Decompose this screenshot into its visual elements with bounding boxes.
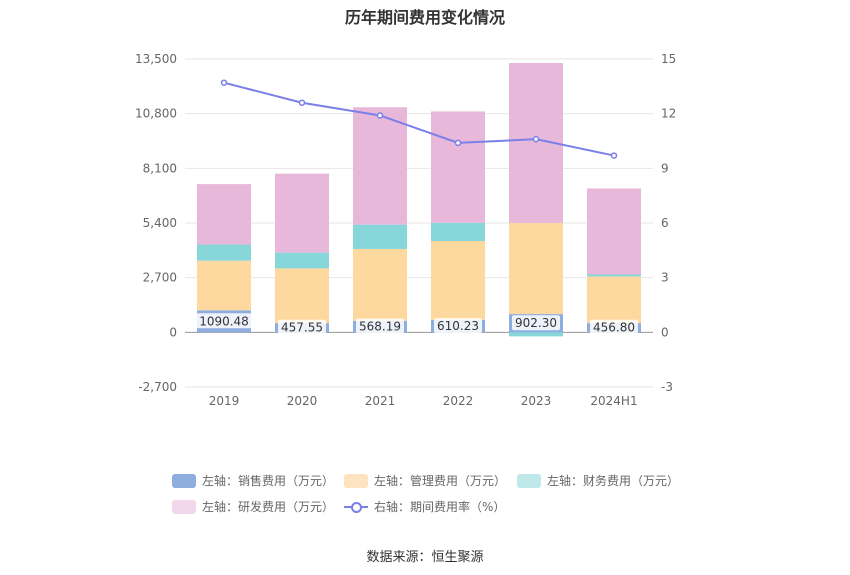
bar-rd: [197, 184, 251, 245]
legend-swatch-rd: [172, 499, 196, 514]
y-left-tick-label: 2,700: [143, 271, 177, 285]
y-right-tick-label: -3: [661, 380, 673, 394]
chart-title: 历年期间费用变化情况: [344, 8, 505, 27]
legend-label-sales: 左轴：销售费用（万元）: [202, 474, 335, 488]
bar-rd: [353, 107, 407, 225]
bar-rd: [587, 188, 641, 275]
source-note: 数据来源：恒生聚源: [366, 550, 484, 565]
bar-rd: [431, 111, 485, 223]
bar-rd: [275, 173, 329, 253]
bar-finance: [275, 252, 329, 269]
data-label-bg: [512, 315, 560, 331]
line-rate-point: [532, 135, 540, 143]
data-label-bg: [196, 313, 252, 329]
y-left-tick-label: -2,700: [138, 380, 177, 394]
y-left-tick-label: 5,400: [143, 216, 177, 230]
bar-admin: [431, 241, 485, 320]
data-label-sales: 456.80: [593, 321, 635, 335]
bar-finance: [197, 244, 251, 261]
bar-finance: [509, 332, 563, 337]
bar-admin: [275, 268, 329, 324]
data-label-sales: 457.55: [281, 321, 323, 335]
line-rate-point: [610, 152, 618, 159]
legend-swatch-admin: [344, 473, 368, 488]
x-tick-label: 2021: [365, 394, 396, 408]
y-right-tick-label: 3: [661, 271, 669, 285]
data-label-sales: 610.23: [437, 319, 479, 333]
line-rate-point: [220, 79, 228, 86]
y-right-tick-label: 9: [661, 161, 669, 175]
legend-line-rate-icon: [344, 500, 368, 514]
bar-finance: [431, 222, 485, 242]
y-left-tick-label: 0: [169, 325, 177, 339]
y-right-tick-label: 12: [661, 107, 676, 121]
data-label-bg: [356, 318, 404, 334]
legend-label-admin: 左轴：管理费用（万元）: [374, 474, 507, 488]
data-label-sales: 902.30: [515, 316, 557, 330]
x-tick-label: 2024H1: [590, 394, 637, 408]
legend-swatch-sales: [172, 473, 196, 488]
line-rate-point: [298, 99, 306, 106]
y-left-tick-label: 8,100: [143, 161, 177, 175]
x-tick-label: 2020: [287, 394, 318, 408]
legend-item-finance[interactable]: 左轴：财务费用（万元）: [517, 472, 679, 489]
y-right-tick-label: 0: [661, 325, 669, 339]
data-label-bg: [278, 319, 326, 335]
bar-admin: [197, 260, 251, 311]
y-left-tick-label: 10,800: [135, 107, 177, 121]
legend-item-rd[interactable]: 左轴：研发费用（万元）: [172, 498, 334, 515]
legend-label-rd: 左轴：研发费用（万元）: [202, 500, 335, 514]
line-rate: [223, 81, 615, 157]
legend-label-finance: 左轴：财务费用（万元）: [547, 474, 680, 488]
legend-item-rate[interactable]: 右轴：期间费用率（%）: [344, 498, 505, 515]
line-rate-point: [376, 112, 384, 119]
bar-admin: [509, 222, 563, 315]
legend-item-sales[interactable]: 左轴：销售费用（万元）: [172, 472, 334, 489]
data-label-sales: 568.19: [359, 320, 401, 334]
y-right-tick-label: 6: [661, 216, 669, 230]
x-tick-label: 2019: [209, 394, 240, 408]
y-left-tick-label: 13,500: [135, 52, 177, 66]
legend-label-rate: 右轴：期间费用率（%）: [374, 500, 506, 514]
legend-swatch-finance: [517, 473, 541, 488]
bar-admin: [353, 248, 407, 321]
legend-item-admin[interactable]: 左轴：管理费用（万元）: [344, 472, 506, 489]
data-label-bg: [590, 319, 638, 335]
bar-admin: [587, 276, 641, 324]
bar-finance: [353, 224, 407, 249]
x-tick-label: 2022: [443, 394, 474, 408]
chart: 13,500 10,800 8,100 5,400 2,700 0 -2,700 15 12 9 6…: [135, 52, 676, 408]
x-tick-label: 2023: [521, 394, 552, 408]
line-rate-point: [454, 139, 462, 147]
data-label-bg: [434, 318, 482, 334]
y-right-tick-label: 15: [661, 52, 676, 66]
data-label-sales: 1090.48: [199, 314, 249, 328]
bar-finance: [587, 274, 641, 277]
